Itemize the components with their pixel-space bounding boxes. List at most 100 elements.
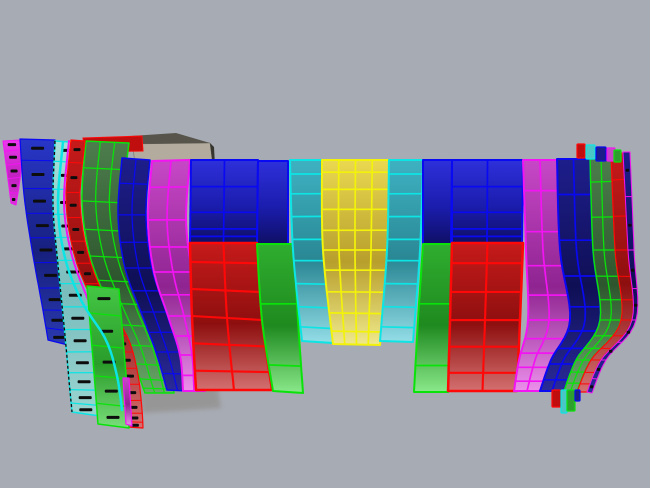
green-label-strip-row-line (89, 312, 122, 317)
blue-tall-panel-left[interactable] (256, 160, 289, 245)
green-ribbon-grid-left-col-line (94, 141, 156, 394)
magenta-grid-strip-right-col-line (526, 159, 551, 392)
bottom-tab-blue-shape (574, 389, 581, 402)
magenta-tail-sliver-surface (122, 377, 133, 427)
blue-label-strip-plate-label-mark (53, 335, 66, 339)
blue-label-strip-plate-label-mark (44, 273, 58, 277)
magenta-wedge-strip-plate-label-mark (10, 169, 18, 173)
top-tab-green[interactable] (613, 149, 622, 163)
backface-box-top-shape (131, 133, 210, 144)
blue-label-strip-plate-label-mark (33, 199, 46, 203)
top-tab-blue-shape (595, 146, 607, 162)
blue-label-strip-plate-label-mark (31, 173, 45, 176)
bottom-tab-cyan-shape (560, 389, 568, 414)
red-s-curve-strip-plate-label-mark (70, 176, 78, 180)
magenta-tail-sliver[interactable] (122, 377, 133, 427)
bottom-tab-green-shape (566, 389, 576, 412)
cyan-column-left-row-line (300, 325, 332, 330)
green-column-left-row-line (268, 364, 302, 367)
green-ribbon-grid-left-col-line (108, 142, 165, 394)
top-tab-red[interactable] (576, 143, 586, 159)
top-tab-cyan-shape (585, 144, 596, 160)
blue-label-strip-plate-label-mark (48, 298, 62, 302)
blue-panel-block-right[interactable] (451, 159, 524, 244)
green-ribbon-grid-left-row-line (82, 200, 124, 204)
red-s-curve-strip-plate-label-mark (125, 374, 134, 378)
green-label-strip-plate-label-mark (106, 415, 120, 419)
magenta-wedge-strip-plate-label-mark (7, 143, 17, 147)
edge-sliver-right-row-line (592, 378, 598, 380)
green-label-strip-plate-label-mark (104, 389, 118, 393)
blue-tall-panel-left-surface (256, 160, 289, 245)
edge-sliver-right-plate-label-mark (628, 223, 632, 227)
edge-sliver-right-plate-label-mark (633, 303, 638, 307)
bottom-tab-red-shape (551, 389, 562, 408)
top-tab-green-shape (613, 149, 622, 163)
cyan-column-left-row-line (298, 305, 329, 309)
blue-panel-block-left-col-line (222, 160, 226, 243)
magenta-wedge-strip-plate-label-mark (11, 184, 17, 188)
cyan-label-strip-row-line (71, 402, 100, 407)
edge-sliver-right-plate-label-mark (626, 330, 631, 334)
magenta-wedge-strip-plate-label-mark (9, 155, 17, 159)
red-plate-grid-right-col-line (481, 242, 489, 392)
cyan-label-strip-plate-label-mark (75, 361, 89, 365)
top-tab-blue[interactable] (595, 146, 607, 162)
green-label-strip[interactable] (86, 285, 130, 429)
backface-box-top[interactable] (131, 133, 210, 144)
cyan-column-right-surface (379, 159, 424, 343)
edge-sliver-right-plate-label-mark (625, 168, 630, 172)
edge-sliver-right-plate-label-mark (589, 385, 594, 389)
green-label-strip-plate-label-mark (100, 329, 114, 333)
red-s-curve-strip-plate-label-mark (73, 148, 81, 152)
green-label-strip-surface (86, 285, 130, 429)
bottom-tab-red[interactable] (551, 389, 562, 408)
top-tab-red-shape (576, 143, 586, 159)
blue-panel-block-left[interactable] (189, 159, 259, 244)
red-s-curve-strip-plate-label-mark (130, 416, 139, 420)
blue-label-strip-plate-label-mark (39, 248, 53, 252)
magenta-grid-strip-left-col-line (166, 160, 195, 392)
blue-panel-block-right-col-line (486, 160, 489, 243)
cyan-label-strip-plate-label-mark (78, 396, 92, 400)
cyan-label-strip-plate-edge-dashes (52, 140, 73, 413)
blue-label-strip-plate-label-mark (35, 224, 49, 228)
blue-tall-panel-right[interactable] (422, 159, 453, 245)
cyan-label-strip-plate-label-mark (77, 380, 91, 384)
green-label-strip-plate-label-mark (97, 297, 111, 301)
blue-strip-right-col-line (551, 158, 587, 392)
green-ribbon-grid-left-row-line (83, 167, 126, 171)
red-s-curve-strip-plate-label-mark (69, 203, 77, 207)
blue-label-strip-plate-label-mark (51, 318, 65, 322)
bottom-tab-cyan[interactable] (560, 389, 568, 414)
yellow-center-grid[interactable] (320, 159, 390, 346)
red-plate-grid-left-col-line (222, 242, 236, 391)
red-s-curve-strip-row-line (68, 161, 83, 164)
magenta-wedge-strip-row-line (4, 149, 21, 152)
magenta-wedge-strip-row-line (6, 162, 22, 166)
cyan-seam-curve-shape (56, 140, 124, 412)
top-tab-cyan[interactable] (585, 144, 596, 160)
magenta-wedge-strip-row-line (7, 176, 21, 180)
cyan-label-strip-row-line (69, 388, 100, 391)
edge-sliver-right-plate-label-mark (596, 367, 601, 371)
cyan-column-left-row-line (295, 282, 327, 286)
bottom-tab-green[interactable] (566, 389, 576, 412)
red-s-curve-strip-plate-label-mark (77, 250, 85, 254)
cyan-label-strip-plate-label-mark (73, 339, 87, 343)
red-strip-right-row-line (611, 178, 626, 181)
yellow-center-grid-col-line (354, 160, 358, 345)
red-s-curve-strip-plate-label-mark (72, 228, 80, 231)
cyan-column-right[interactable] (379, 159, 424, 343)
blue-tall-panel-right-surface (422, 159, 453, 245)
green-label-strip-row-line (94, 375, 127, 380)
blue-ribbon-grid-left[interactable] (117, 157, 189, 392)
bottom-tab-blue[interactable] (574, 389, 581, 402)
edge-sliver-right[interactable] (586, 151, 639, 394)
cyan-column-right-row-line (382, 305, 416, 309)
red-plate-grid-right[interactable] (446, 241, 525, 393)
blue-label-strip-row-line (21, 159, 55, 162)
blue-ribbon-grid-left-col-line (131, 158, 179, 391)
